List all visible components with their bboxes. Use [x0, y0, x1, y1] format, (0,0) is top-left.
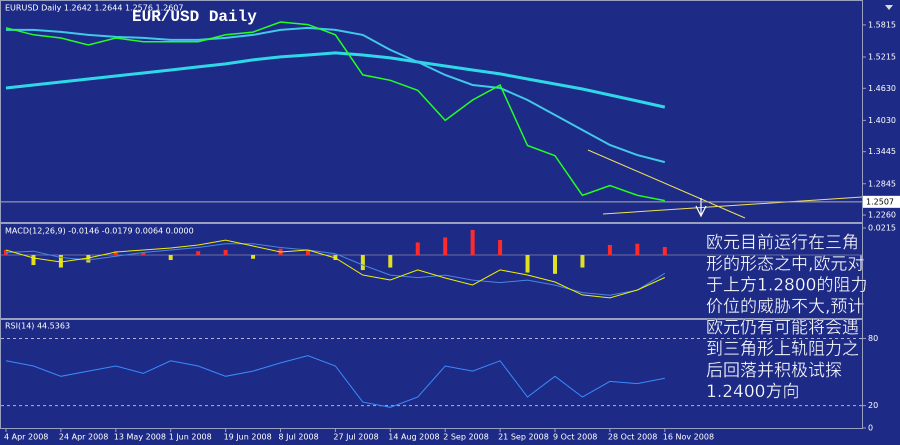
price-label: 1.2507	[866, 197, 894, 206]
y-tick-label: 0	[868, 424, 873, 433]
y-tick-label: 1.5815	[868, 20, 896, 29]
rsi-panel	[0, 319, 863, 429]
x-tick-label: 21 Sep 2008	[498, 433, 549, 442]
histogram-bar	[470, 229, 475, 255]
y-tick-label: 0.0215	[868, 224, 896, 233]
x-tick-label: 19 Jun 2008	[224, 433, 272, 442]
y-tick-label: 1.3445	[868, 147, 896, 156]
x-tick-label: 28 Oct 2008	[608, 433, 657, 442]
histogram-bar	[388, 254, 393, 268]
annotation-line: 欧元目前运行在三角	[706, 233, 859, 253]
x-tick-label: 4 Apr 2008	[4, 433, 48, 442]
macd-panel	[0, 223, 863, 319]
histogram-bar	[168, 254, 173, 261]
macd-title: MACD(12,26,9) -0.0146 -0.0179 0.0064 0.0…	[5, 227, 194, 236]
annotation-line: 价位的威胁不大,预计	[706, 297, 864, 317]
x-tick-label: 14 Aug 2008	[388, 433, 439, 442]
menu-icon	[885, 5, 893, 10]
x-tick-label: 2 Sep 2008	[443, 433, 489, 442]
x-tick-label: 8 Jul 2008	[279, 433, 319, 442]
arrow	[695, 198, 707, 218]
series-line	[5, 21, 665, 202]
annotation-line: 后回落并积极试探	[706, 361, 842, 381]
triangle-lower	[602, 196, 863, 215]
series-line	[6, 26, 666, 164]
histogram-bar	[525, 254, 530, 273]
y-tick-label: 1.2845	[868, 179, 896, 188]
histogram-bar	[113, 251, 118, 255]
annotation-line: 形的形态之中,欧元对	[706, 254, 864, 274]
y-tick-label: 80	[868, 334, 878, 343]
symbol-info: EURUSD Daily 1.2642 1.2644 1.2576 1.2607	[5, 4, 184, 13]
histogram-bar	[607, 244, 612, 255]
series-line	[5, 51, 666, 109]
histogram-bar	[31, 254, 36, 266]
rsi-title: RSI(14) 44.5363	[5, 322, 70, 331]
histogram-bar	[498, 239, 503, 255]
histogram-bar	[141, 252, 146, 255]
y-tick-label: 20	[868, 401, 878, 410]
histogram-bar	[305, 249, 310, 255]
annotation-line: 到三角形上轨阻力之	[706, 340, 859, 360]
series-line	[5, 239, 666, 299]
chart-title: EUR/USD Daily	[132, 8, 257, 26]
histogram-bar	[635, 243, 640, 255]
histogram-bar	[580, 254, 585, 268]
histogram-bar	[662, 246, 667, 255]
annotation-line: 于上方1.2800的阻力	[706, 276, 867, 296]
series-line	[5, 243, 666, 296]
histogram-bar	[360, 254, 365, 271]
histogram-bar	[553, 254, 557, 274]
histogram-bar	[58, 254, 63, 268]
y-tick-label: 1.2260	[868, 211, 896, 220]
y-tick-label: 1.4030	[868, 116, 896, 125]
histogram-bar	[251, 254, 256, 259]
histogram-bar	[86, 254, 91, 263]
annotation-line: 欧元仍有可能将会遇	[706, 318, 859, 338]
series-line	[5, 355, 665, 408]
histogram-bar	[196, 251, 201, 255]
x-tick-label: 27 Jul 2008	[333, 433, 378, 442]
histogram-bar	[223, 249, 228, 255]
x-tick-label: 16 Nov 2008	[663, 433, 714, 442]
x-tick-label: 13 May 2008	[114, 433, 166, 442]
y-tick-label: 1.4630	[868, 84, 896, 93]
histogram-bar	[415, 242, 420, 255]
price-label-box	[863, 195, 900, 208]
y-tick-label: 1.5215	[868, 52, 896, 61]
histogram-bar	[443, 237, 448, 255]
x-tick-label: 9 Oct 2008	[553, 433, 597, 442]
price-panel	[0, 0, 863, 223]
x-tick-label: 1 Jun 2008	[169, 433, 212, 442]
x-tick-label: 24 Apr 2008	[59, 433, 108, 442]
annotation-line: 1.2400方向	[706, 382, 799, 402]
